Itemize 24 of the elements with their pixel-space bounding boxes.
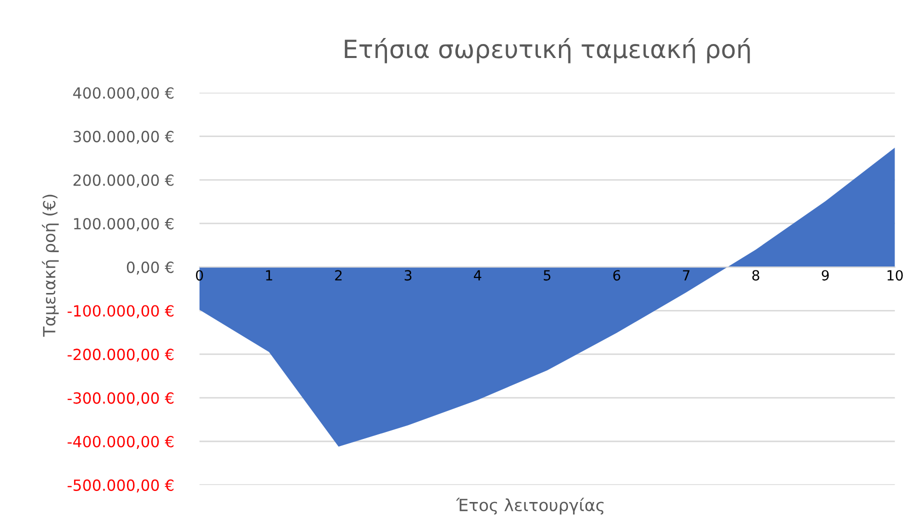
x-tick-label: 8 [752, 270, 760, 281]
x-tick-label: 5 [544, 270, 550, 281]
y-tick-label: 0,00 € [126, 262, 174, 275]
y-axis-title: Ταμειακή ροή (€) [42, 194, 59, 337]
x-tick-label: 6 [613, 270, 620, 281]
y-tick-label: 100.000,00 € [74, 218, 174, 232]
y-tick-label: 400.000,00 € [73, 87, 174, 100]
y-tick-label: -300.000,00 € [68, 392, 174, 406]
x-tick-label: 7 [682, 270, 690, 280]
x-tick-label: 10 [888, 270, 903, 281]
y-tick-label: -100.000,00 € [68, 305, 174, 318]
x-tick-label: 2 [335, 270, 342, 280]
x-tick-label: 4 [474, 270, 482, 280]
chart-title: Ετήσια σωρευτική ταμειακή ροή [344, 38, 750, 64]
y-tick-label: -200.000,00 € [68, 348, 174, 362]
x-tick-label: 1 [266, 270, 272, 280]
x-tick-label: 0 [196, 270, 203, 281]
y-tick-label: -400.000,00 € [68, 436, 174, 449]
y-tick-label: 300.000,00 € [74, 130, 174, 144]
x-tick-label: 9 [822, 270, 829, 281]
x-axis-title: Έτος λειτουργίας [456, 498, 604, 515]
y-tick-label: 200.000,00 € [74, 174, 174, 188]
y-tick-label: -500.000,00 € [68, 479, 174, 493]
x-tick-label: 3 [404, 270, 412, 281]
